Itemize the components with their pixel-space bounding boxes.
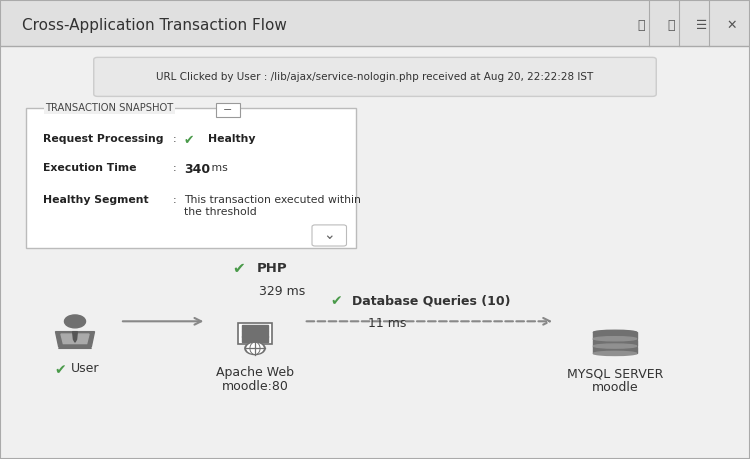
Circle shape	[244, 342, 266, 354]
Text: Database Queries (10): Database Queries (10)	[352, 294, 511, 307]
Ellipse shape	[593, 337, 637, 341]
Ellipse shape	[593, 344, 637, 348]
Text: Request Processing: Request Processing	[43, 134, 164, 145]
Text: ✔: ✔	[232, 261, 245, 276]
Text: 340: 340	[184, 163, 210, 176]
FancyBboxPatch shape	[0, 0, 750, 46]
Text: ms: ms	[208, 163, 227, 173]
FancyBboxPatch shape	[26, 108, 356, 248]
Bar	[593, 347, 637, 353]
Text: :: :	[172, 134, 176, 145]
Bar	[593, 340, 637, 346]
Text: ☰: ☰	[696, 19, 706, 32]
Ellipse shape	[593, 352, 637, 355]
FancyBboxPatch shape	[312, 225, 346, 246]
Text: ⌄: ⌄	[323, 229, 335, 242]
Bar	[242, 325, 268, 331]
Polygon shape	[61, 334, 89, 344]
Text: This transaction executed within
the threshold: This transaction executed within the thr…	[184, 195, 361, 217]
Text: PHP: PHP	[257, 262, 288, 275]
Text: 329 ms: 329 ms	[259, 285, 305, 298]
Text: :: :	[172, 195, 176, 205]
Text: MYSQL SERVER: MYSQL SERVER	[567, 367, 663, 380]
Text: moodle:80: moodle:80	[221, 380, 289, 393]
Text: User: User	[71, 362, 100, 375]
Text: ✔: ✔	[54, 363, 66, 377]
FancyBboxPatch shape	[238, 323, 272, 344]
Text: −: −	[224, 105, 232, 115]
Ellipse shape	[593, 345, 637, 349]
Text: Execution Time: Execution Time	[43, 163, 136, 173]
FancyBboxPatch shape	[94, 57, 656, 96]
FancyBboxPatch shape	[216, 103, 240, 117]
Text: ✔: ✔	[184, 134, 194, 147]
Polygon shape	[73, 332, 77, 342]
Circle shape	[247, 343, 263, 353]
Text: ⎙: ⎙	[638, 19, 645, 32]
Text: moodle: moodle	[592, 381, 638, 394]
Bar	[242, 330, 268, 336]
Text: ⤢: ⤢	[668, 19, 675, 32]
Ellipse shape	[593, 338, 637, 341]
Bar	[242, 336, 268, 342]
Text: Cross-Application Transaction Flow: Cross-Application Transaction Flow	[22, 18, 287, 33]
Ellipse shape	[593, 330, 637, 334]
Text: 11 ms: 11 ms	[368, 317, 406, 330]
Bar	[593, 332, 637, 339]
Text: URL Clicked by User : /lib/ajax/service-nologin.php received at Aug 20, 22:22:28: URL Clicked by User : /lib/ajax/service-…	[156, 72, 594, 82]
Text: Healthy: Healthy	[208, 134, 255, 145]
Polygon shape	[56, 332, 94, 347]
Text: ✕: ✕	[726, 19, 736, 32]
Text: :: :	[172, 163, 176, 173]
Text: Apache Web: Apache Web	[216, 366, 294, 379]
Text: Healthy Segment: Healthy Segment	[43, 195, 148, 205]
Text: TRANSACTION SNAPSHOT: TRANSACTION SNAPSHOT	[45, 103, 173, 113]
Polygon shape	[58, 347, 92, 348]
Circle shape	[64, 315, 86, 328]
Text: ✔: ✔	[330, 294, 341, 308]
